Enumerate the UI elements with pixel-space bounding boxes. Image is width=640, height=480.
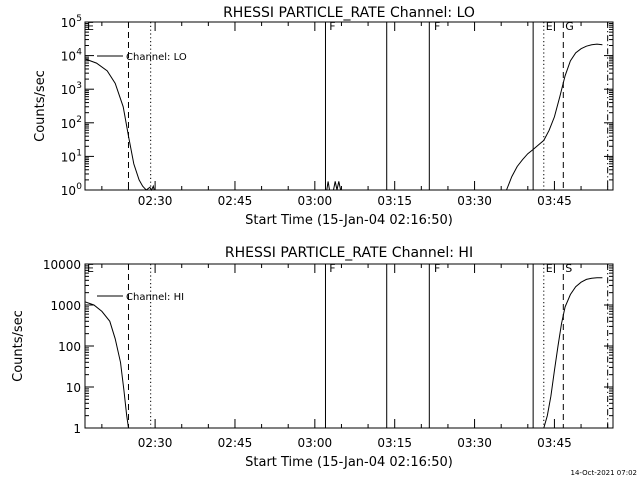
event-annotation: G — [565, 20, 574, 33]
x-tick-label: 03:00 — [298, 194, 333, 208]
y-tick-label: 1 — [73, 422, 81, 436]
y-tick-label: 10 — [61, 184, 76, 198]
event-annotation: S — [565, 262, 572, 275]
x-tick-label: 02:30 — [138, 194, 173, 208]
x-tick-label: 03:45 — [537, 194, 572, 208]
series-line-segment — [326, 181, 342, 191]
event-annotation: E — [546, 262, 553, 275]
event-annotation: F — [434, 20, 440, 33]
y-tick-exponent: 1 — [76, 148, 82, 158]
series-line-segment — [506, 43, 603, 191]
x-axis-label: Start Time (15-Jan-04 02:16:50) — [245, 455, 453, 470]
x-tick-label: 03:15 — [377, 194, 412, 208]
plot-frame — [84, 21, 614, 191]
x-tick-label: 03:30 — [457, 194, 492, 208]
y-tick-label: 10000 — [43, 258, 81, 272]
y-tick-label: 10 — [61, 150, 76, 164]
event-annotation: F — [434, 262, 440, 275]
plot-panels: RHESSI PARTICLE_RATE Channel: LOE F F E G02:… — [11, 5, 614, 470]
x-tick-label: 02:45 — [218, 436, 253, 450]
x-tick-label: 02:45 — [218, 194, 253, 208]
y-tick-label: 10 — [61, 16, 76, 30]
chart-title: RHESSI PARTICLE_RATE Channel: LO — [223, 5, 475, 21]
series-line-segment — [543, 277, 603, 429]
y-tick-exponent: 0 — [76, 182, 82, 192]
y-tick-exponent: 4 — [76, 48, 82, 58]
event-annotation: E — [87, 20, 94, 33]
event-annotation: F — [329, 20, 335, 33]
y-tick-exponent: 2 — [76, 115, 82, 125]
x-axis-label: Start Time (15-Jan-04 02:16:50) — [245, 213, 453, 228]
event-annotation: E — [87, 262, 94, 275]
y-tick-exponent: 5 — [76, 14, 82, 24]
x-tick-label: 02:30 — [138, 436, 173, 450]
legend-label: Channel: HI — [126, 292, 184, 303]
y-tick-label: 10 — [61, 117, 76, 131]
x-tick-label: 03:00 — [298, 436, 333, 450]
y-axis-label: Counts/sec — [11, 310, 26, 382]
footer-timestamp: 14-Oct-2021 07:02 — [571, 469, 637, 477]
x-tick-label: 03:15 — [377, 436, 412, 450]
event-annotation: E — [546, 20, 553, 33]
plot-panel-2: RHESSI PARTICLE_RATE Channel: HIE F F E S02:… — [11, 245, 614, 470]
y-tick-label: 10 — [61, 83, 76, 97]
series-line-segment — [84, 301, 129, 429]
legend-label: Channel: LO — [126, 52, 187, 63]
series-line-segment — [84, 58, 155, 192]
x-tick-label: 03:45 — [537, 436, 572, 450]
y-tick-label: 10 — [61, 50, 76, 64]
y-tick-label: 1000 — [50, 299, 81, 313]
y-tick-label: 10 — [66, 381, 81, 395]
event-annotation: F — [329, 262, 335, 275]
y-tick-label: 100 — [58, 340, 81, 354]
x-tick-label: 03:30 — [457, 436, 492, 450]
plot-panel-1: RHESSI PARTICLE_RATE Channel: LOE F F E G02:… — [33, 5, 614, 228]
y-axis-label: Counts/sec — [33, 70, 48, 142]
y-tick-exponent: 3 — [76, 81, 82, 91]
chart-title: RHESSI PARTICLE_RATE Channel: HI — [225, 245, 473, 261]
